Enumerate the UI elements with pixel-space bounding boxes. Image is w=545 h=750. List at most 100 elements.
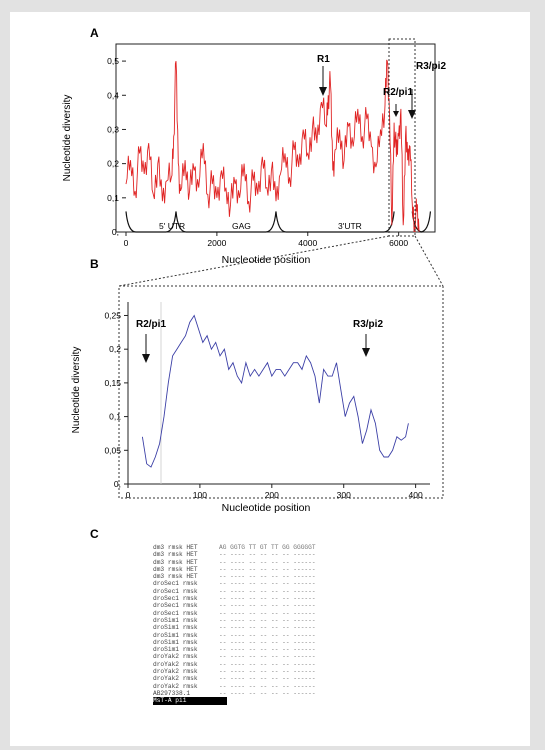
alignment-seq-id: droSim1 rmsk — [153, 616, 198, 624]
annotation-r1: R1 — [317, 54, 330, 65]
panel-a-x-tick-label: 4000 — [298, 238, 317, 248]
alignment-row: dm3 rmsk HET AG GGTG TT GT TT GG GGGGGT — [153, 544, 429, 551]
zoom-connector-right — [414, 235, 444, 287]
alignment-row: droSim1 rmsk -- ---- -- -- -- -- ------ — [153, 632, 429, 639]
panel-b-y-tick-label: 0, — [114, 479, 121, 489]
panel-c-letter: C — [90, 527, 99, 541]
alignment-row: dm3 rmsk HET -- ---- -- -- -- -- ------ — [153, 566, 429, 573]
annotation-r2-pi1-b: R2/pi1 — [136, 319, 166, 330]
arrowhead-r3-pi2-b — [362, 348, 370, 357]
arrowhead-r2-pi1-b — [142, 354, 150, 363]
panel-b-x-tick-label: 0 — [126, 490, 131, 500]
alignment-row: dm3 rmsk HET -- ---- -- -- -- -- ------ — [153, 559, 429, 566]
panel-b-x-tick-label: 300 — [337, 490, 351, 500]
alignment-sequence: -- ---- -- -- -- -- ------ — [219, 668, 316, 676]
alignment-seq-id: dm3 rmsk HET — [153, 573, 198, 581]
alignment-sequence: -- ---- -- -- -- -- ------ — [219, 689, 316, 697]
alignment-sequence: -- ---- -- -- -- -- ------ — [219, 638, 316, 646]
panel-b-x-tick-label: 200 — [265, 490, 279, 500]
panel-a-y-tick-label: 0,1 — [107, 193, 119, 203]
alignment-sequence: -- ---- -- -- -- -- ------ — [219, 624, 316, 632]
alignment-seq-id: droYak2 rmsk — [153, 675, 198, 683]
annotation-r3-pi2-a: R3/pi2 — [416, 61, 446, 72]
alignment-row: droSec1 rmsk -- ---- -- -- -- -- ------ — [153, 610, 429, 617]
alignment-sequence: -- ---- -- -- -- -- ------ — [219, 682, 316, 690]
alignment-seq-id: dm3 rmsk HET — [153, 565, 198, 573]
panel-a-x-ticks: 0 2000 4000 6000 — [124, 232, 408, 248]
alignment-row: droYak2 rmsk -- ---- -- -- -- -- ------ — [153, 668, 429, 675]
figure-card: A 0, 0,1 0,2 0,3 0,4 0,5 0 2000 4000 6000 5' UTR… — [10, 12, 530, 746]
alignment-sequence: AG GGTG TT GT TT GG GGGGGT — [219, 544, 316, 551]
alignment-row: droSim1 rmsk -- ---- -- -- -- -- ------ — [153, 624, 429, 631]
alignment-sequence: -- ---- -- -- -- -- ------ — [219, 660, 316, 668]
alignment-seq-id: droSim1 rmsk — [153, 631, 198, 639]
alignment-row: droYak2 rmsk -- ---- -- -- -- -- ------ — [153, 653, 429, 660]
alignment-row: droSim1 rmsk -- ---- -- -- -- -- ------ — [153, 646, 429, 653]
alignment-seq-id: droSec1 rmsk — [153, 587, 198, 595]
alignment-seq-id: dm3 rmsk HET — [153, 544, 198, 551]
alignment-sequence: -- ---- -- -- -- -- ------ — [219, 558, 316, 566]
panel-a-x-tick-label: 0 — [124, 238, 129, 248]
sequence-alignment: dm3 rmsk HET AG GGTG TT GT TT GG GGGGGT dm… — [153, 544, 429, 705]
arrowhead-r2-pi1-a — [393, 111, 399, 117]
alignment-seq-id: droYak2 rmsk — [153, 660, 198, 668]
alignment-seq-id: droSec1 rmsk — [153, 595, 198, 603]
alignment-row: droYak2 rmsk -- ---- -- -- -- -- ------ — [153, 675, 429, 682]
panel-b-y-axis-label: Nucleotide diversity — [71, 347, 82, 434]
annotation-r2-pi1-a: R2/pi1 — [383, 87, 413, 98]
panel-b-y-tick-label: 0,25 — [104, 310, 121, 320]
alignment-sequence: -- ---- -- -- -- -- ------ — [219, 602, 316, 610]
alignment-row: MsT-A pi1 — [153, 697, 429, 705]
panel-a-y-tick-label: 0,3 — [107, 124, 119, 134]
panel-a-letter: A — [90, 26, 99, 40]
panel-a-y-tick-label: 0,4 — [107, 90, 119, 100]
panel-b-letter: B — [90, 257, 99, 271]
panel-a-x-tick-label: 2000 — [207, 238, 226, 248]
alignment-row: dm3 rmsk HET -- ---- -- -- -- -- ------ — [153, 573, 429, 580]
alignment-seq-id: droSec1 rmsk — [153, 609, 198, 617]
alignment-seq-id: droSim1 rmsk — [153, 646, 198, 654]
annotation-r3-pi2-b: R3/pi2 — [353, 319, 383, 330]
panel-a-y-tick-label: 0,5 — [107, 56, 119, 66]
alignment-seq-id: AB297338.1 — [153, 689, 191, 697]
panel-b-x-tick-label: 400 — [409, 490, 423, 500]
alignment-sequence: -- ---- -- -- -- -- ------ — [219, 631, 316, 639]
alignment-row: droSec1 rmsk -- ---- -- -- -- -- ------ — [153, 580, 429, 587]
panel-a-y-axis-label: Nucleotide diversity — [62, 95, 73, 182]
arrowhead-r3-pi2-a — [408, 110, 416, 119]
alignment-sequence: -- ---- -- -- -- -- ------ — [219, 573, 316, 581]
alignment-sequence: -- ---- -- -- -- -- ------ — [219, 653, 316, 661]
alignment-seq-id: droSim1 rmsk — [153, 624, 198, 632]
alignment-row: droSim1 rmsk -- ---- -- -- -- -- ------ — [153, 617, 429, 624]
alignment-row: droSec1 rmsk -- ---- -- -- -- -- ------ — [153, 595, 429, 602]
panel-b-y-tick-label: 0,15 — [104, 378, 121, 388]
region-label-5utr: 5' UTR — [159, 221, 185, 231]
alignment-row: droSec1 rmsk -- ---- -- -- -- -- ------ — [153, 588, 429, 595]
panel-b-frame — [118, 285, 444, 499]
region-label-gag: GAG — [232, 221, 251, 231]
zoom-connector-left — [118, 235, 390, 287]
alignment-seq-id: droSec1 rmsk — [153, 580, 198, 588]
alignment-seq-id: droSec1 rmsk — [153, 602, 198, 610]
panel-a-region-brackets — [125, 211, 432, 233]
panel-a-frame — [115, 43, 436, 233]
alignment-sequence: -- ---- -- -- -- -- ------ — [219, 616, 316, 624]
zoom-region-box — [388, 38, 416, 237]
alignment-sequence: -- ---- -- -- -- -- ------ — [219, 551, 316, 559]
alignment-row: droSim1 rmsk -- ---- -- -- -- -- ------ — [153, 639, 429, 646]
panel-b-y-ticks: 0, 0,05 0,1 0,15 0,2 0,25 — [104, 310, 128, 489]
alignment-sequence: -- ---- -- -- -- -- ------ — [219, 580, 316, 588]
alignment-row: droYak2 rmsk -- ---- -- -- -- -- ------ — [153, 661, 429, 668]
alignment-sequence: -- ---- -- -- -- -- ------ — [219, 675, 316, 683]
alignment-sequence: -- ---- -- -- -- -- ------ — [219, 609, 316, 617]
panel-b-x-ticks: 0 100 200 300 400 — [126, 484, 423, 500]
panel-a-diversity-line — [125, 59, 420, 233]
panel-a-y-tick-label: 0, — [112, 227, 119, 237]
panel-b-x-axis-label: Nucleotide position — [222, 502, 311, 514]
panel-a-y-tick-label: 0,2 — [107, 159, 119, 169]
alignment-seq-id: droSim1 rmsk — [153, 638, 198, 646]
alignment-sequence: -- ---- -- -- -- -- ------ — [219, 595, 316, 603]
figure-svg: A 0,0,10,20,30,40,5 0 2000 4000 6000 5' UTR… — [62, 26, 446, 541]
panel-b-diversity-line — [141, 314, 409, 468]
alignment-seq-id: droYak2 rmsk — [153, 668, 198, 676]
